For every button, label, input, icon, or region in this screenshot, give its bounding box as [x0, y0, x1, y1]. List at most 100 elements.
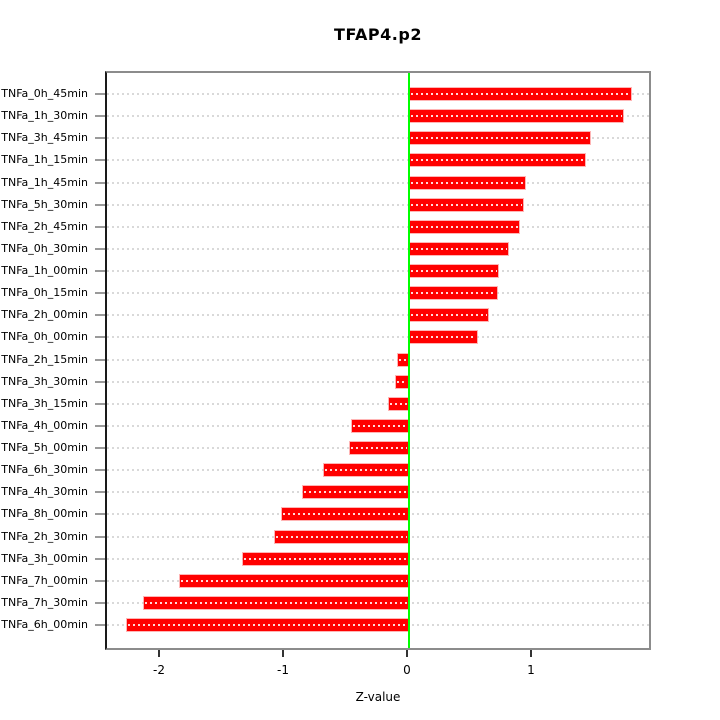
bar — [410, 220, 520, 233]
bar — [352, 419, 408, 432]
bar — [389, 397, 408, 410]
bar — [410, 242, 508, 255]
x-axis-title: Z-value — [355, 690, 401, 704]
gridline — [107, 137, 649, 140]
bar — [323, 464, 408, 477]
bar-stripe-pattern — [411, 336, 476, 339]
y-axis-tick — [95, 469, 105, 472]
bar — [410, 331, 477, 344]
y-tick-label: TNFa_2h_00min — [1, 308, 88, 322]
bar — [395, 375, 408, 388]
y-tick-label: TNFa_6h_00min — [1, 618, 88, 631]
y-axis-tick — [95, 336, 105, 339]
gridline — [107, 358, 649, 361]
x-tick-label: 0 — [403, 663, 411, 677]
gridline — [107, 225, 649, 228]
y-tick-label: TNFa_2h_30min — [1, 529, 88, 543]
bar-stripe-pattern — [127, 624, 407, 626]
bar-stripe-pattern — [411, 225, 519, 228]
y-axis-tick — [95, 358, 105, 361]
y-axis-tick — [95, 624, 105, 626]
gridline — [107, 159, 649, 162]
bar — [410, 154, 585, 167]
bar-stripe-pattern — [411, 181, 525, 184]
y-tick-label: TNFa_3h_45min — [1, 131, 88, 145]
x-tick-label: -1 — [277, 663, 289, 677]
bar — [281, 508, 408, 521]
y-tick-label: TNFa_4h_00min — [1, 418, 88, 432]
y-tick-label: TNFa_0h_00min — [1, 330, 88, 344]
y-tick-label: TNFa_0h_15min — [1, 286, 88, 300]
y-axis-tick — [95, 424, 105, 427]
y-tick-label: TNFa_1h_30min — [1, 109, 88, 123]
y-axis-tick — [95, 270, 105, 272]
y-tick-label: TNFa_1h_00min — [1, 264, 88, 277]
y-tick-label: TNFa_2h_45min — [1, 219, 88, 233]
gridline — [107, 181, 649, 184]
bar-stripe-pattern — [411, 292, 496, 295]
gridline — [107, 292, 649, 295]
x-axis-tick — [282, 650, 284, 657]
bar-stripe-pattern — [411, 93, 630, 95]
bar-stripe-pattern — [411, 203, 522, 206]
x-axis-tick — [406, 650, 408, 657]
x-tick-label: -2 — [153, 663, 165, 677]
y-tick-label: TNFa_5h_30min — [1, 197, 88, 211]
bar-stripe-pattern — [353, 424, 407, 427]
gridline — [107, 115, 649, 118]
bar-stripe-pattern — [303, 491, 407, 494]
chart-title: TFAP4.p2 — [334, 25, 422, 44]
y-axis-tick — [95, 557, 105, 560]
y-tick-label: TNFa_1h_15min — [1, 153, 88, 167]
bar-stripe-pattern — [244, 557, 407, 560]
y-tick-label: TNFa_3h_00min — [1, 551, 88, 565]
y-axis-tick — [95, 137, 105, 140]
y-axis-tick — [95, 314, 105, 317]
y-axis-tick — [95, 159, 105, 162]
gridline — [107, 402, 649, 405]
y-tick-label: TNFa_1h_45min — [1, 175, 88, 189]
bar-stripe-pattern — [411, 270, 498, 272]
bar — [410, 265, 499, 277]
y-axis-tick — [95, 115, 105, 118]
y-tick-label: TNFa_3h_15min — [1, 396, 88, 410]
bar-stripe-pattern — [411, 137, 589, 140]
y-axis-tick — [95, 402, 105, 405]
bar-stripe-pattern — [350, 447, 407, 449]
y-tick-label: TNFa_0h_30min — [1, 241, 88, 255]
gridline — [107, 270, 649, 272]
bar — [410, 198, 523, 211]
x-tick-label: 1 — [527, 663, 535, 677]
y-axis-tick — [95, 579, 105, 582]
gridline — [107, 203, 649, 206]
y-tick-label: TNFa_7h_30min — [1, 595, 88, 609]
bar-stripe-pattern — [411, 159, 584, 162]
y-tick-label: TNFa_8h_00min — [1, 507, 88, 521]
y-axis-tick — [95, 535, 105, 538]
y-axis-tick — [95, 491, 105, 494]
bar-stripe-pattern — [411, 247, 507, 250]
y-axis-tick — [95, 447, 105, 449]
bar — [410, 309, 489, 322]
bar — [410, 132, 590, 145]
bar — [126, 619, 408, 631]
y-axis-tick — [95, 601, 105, 604]
bar — [410, 110, 624, 123]
gridline — [107, 336, 649, 339]
y-tick-label: TNFa_2h_15min — [1, 352, 88, 366]
gridline — [107, 380, 649, 383]
bar — [179, 574, 408, 587]
bar — [275, 530, 408, 543]
zero-reference-line — [408, 73, 410, 648]
bar-stripe-pattern — [411, 314, 488, 317]
y-axis-tick — [95, 181, 105, 184]
bar — [410, 176, 526, 189]
y-axis-tick — [95, 247, 105, 250]
y-axis-tick — [95, 93, 105, 95]
y-tick-label: TNFa_5h_00min — [1, 441, 88, 454]
y-tick-label: TNFa_3h_30min — [1, 374, 88, 388]
y-axis-tick — [95, 225, 105, 228]
y-tick-label: TNFa_7h_00min — [1, 573, 88, 587]
gridline — [107, 93, 649, 95]
bar-stripe-pattern — [180, 579, 407, 582]
